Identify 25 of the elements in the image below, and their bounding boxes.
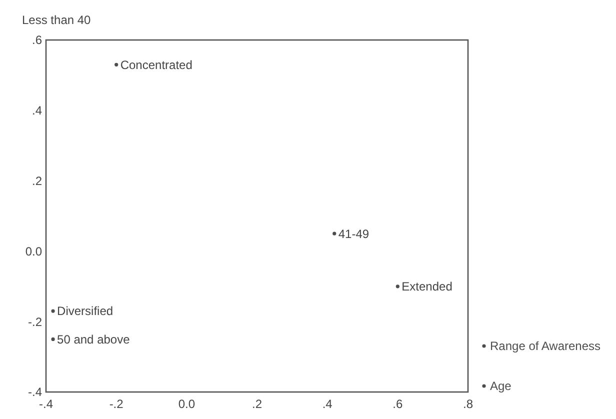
y-tick-label: 0.0: [25, 244, 42, 258]
point: [51, 337, 55, 341]
annotation: 50 and above: [57, 332, 130, 346]
x-tick-label: 0.0: [178, 397, 196, 411]
y-tick-label: .4: [32, 104, 42, 118]
x-tick-label: .6: [392, 397, 403, 411]
y-tick-label: .2: [32, 174, 42, 188]
point: [114, 62, 118, 66]
point: [332, 232, 336, 236]
annotation: Diversified: [57, 304, 114, 318]
x-tick-label: .2: [252, 397, 262, 411]
annotation: Concentrated: [120, 58, 192, 72]
x-tick-label: .8: [462, 397, 474, 411]
y-tick-label: -.2: [28, 314, 42, 329]
annotation: 41-49: [338, 226, 370, 241]
y-tick-label: -.4: [28, 385, 42, 400]
legend-label: Age: [490, 379, 512, 394]
point: [51, 309, 55, 313]
legend-label: Range of Awareness: [490, 339, 601, 354]
y-tick-label: .6: [32, 33, 42, 48]
point: [396, 284, 400, 288]
text: Less than 40: [22, 13, 92, 27]
x-tick-label: -.2: [109, 397, 124, 411]
x-tick-label: .4: [322, 397, 333, 411]
annotation: Extended: [402, 280, 452, 294]
